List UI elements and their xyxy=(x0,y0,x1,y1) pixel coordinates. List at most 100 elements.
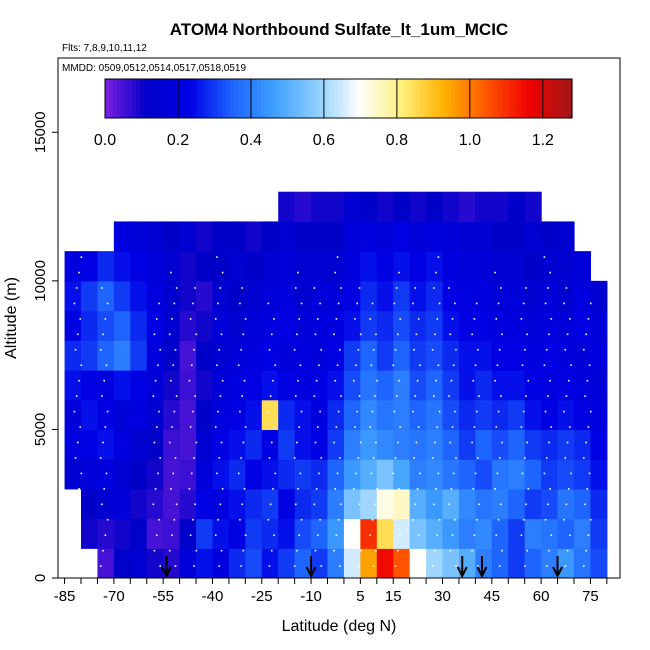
track-point xyxy=(268,348,271,351)
heatmap-cell xyxy=(360,429,378,460)
track-point xyxy=(336,364,339,367)
colorbar-segment xyxy=(556,79,561,118)
track-point xyxy=(356,410,359,413)
track-point xyxy=(357,457,360,459)
track-point xyxy=(398,488,400,490)
track-point xyxy=(371,518,374,521)
colorbar-segment xyxy=(136,79,141,118)
track-point xyxy=(371,302,374,305)
track-point xyxy=(75,503,78,506)
heatmap-cell xyxy=(590,340,608,371)
heatmap-cell xyxy=(590,548,608,578)
track-point xyxy=(376,379,378,382)
heatmap-cell xyxy=(196,280,214,312)
track-point xyxy=(193,565,195,567)
track-point xyxy=(397,333,399,336)
track-point xyxy=(298,534,301,537)
heatmap-cell xyxy=(458,280,476,312)
track-point xyxy=(171,534,173,537)
track-point xyxy=(320,348,323,351)
heatmap-cell xyxy=(212,548,230,578)
colorbar-tick-label: 1.2 xyxy=(532,132,554,149)
heatmap-cell xyxy=(196,429,214,460)
heatmap-cell xyxy=(508,221,526,252)
track-point xyxy=(317,318,319,320)
heatmap-cell xyxy=(491,399,509,431)
heatmap-cell xyxy=(163,310,181,341)
track-point xyxy=(334,488,337,490)
track-point xyxy=(565,503,568,506)
track-point xyxy=(216,256,218,258)
heatmap-cell xyxy=(491,429,509,460)
track-point xyxy=(318,472,320,475)
x-tick-label: 30 xyxy=(434,588,451,605)
track-point xyxy=(524,565,526,567)
heatmap-cell xyxy=(97,310,115,341)
heatmap-cell xyxy=(294,429,312,460)
heatmap-cell xyxy=(113,399,131,431)
track-point xyxy=(438,410,441,413)
heatmap-cell xyxy=(327,518,345,549)
heatmap-cell xyxy=(458,429,476,460)
heatmap-cell xyxy=(393,221,411,252)
track-point xyxy=(173,410,176,413)
track-point xyxy=(78,488,80,490)
track-point xyxy=(548,333,550,336)
heatmap-cell xyxy=(245,488,263,520)
track-point xyxy=(192,410,194,413)
colorbar-segment xyxy=(105,79,110,118)
colorbar-segment xyxy=(396,79,402,118)
track-point xyxy=(395,503,398,506)
track-point xyxy=(293,457,296,459)
track-point xyxy=(357,348,360,351)
colorbar-segment xyxy=(322,79,328,118)
track-point xyxy=(152,503,155,506)
colorbar-segment xyxy=(346,79,351,118)
track-point xyxy=(589,302,592,305)
colorbar-segment xyxy=(451,79,456,118)
track-point xyxy=(78,271,80,274)
x-tick-label: -70 xyxy=(103,588,125,605)
heatmap-cell xyxy=(113,488,131,520)
track-point xyxy=(267,518,270,521)
track-point xyxy=(242,333,245,336)
track-point xyxy=(495,534,498,537)
heatmap-cell xyxy=(508,191,526,223)
track-point xyxy=(525,395,527,397)
track-point xyxy=(315,488,318,490)
heatmap-cell xyxy=(557,221,575,252)
heatmap-cell xyxy=(311,221,329,252)
colorbar-segment xyxy=(272,79,277,118)
heatmap-cell xyxy=(97,251,115,282)
track-point xyxy=(168,333,171,336)
track-point xyxy=(414,503,417,506)
heatmap-cell xyxy=(294,399,312,431)
heatmap-cell xyxy=(508,548,526,578)
track-point xyxy=(414,395,417,397)
heatmap-cell xyxy=(360,191,378,223)
colorbar-segment xyxy=(147,79,153,118)
track-point xyxy=(274,472,277,475)
heatmap-cell xyxy=(228,429,246,460)
track-point xyxy=(544,410,547,413)
track-point xyxy=(358,395,361,397)
track-point xyxy=(336,256,339,258)
heatmap-cell xyxy=(179,459,197,490)
heatmap-cell xyxy=(97,429,115,460)
heatmap-cell xyxy=(97,399,115,431)
heatmap-cell xyxy=(245,251,263,282)
track-point xyxy=(417,318,420,320)
track-point xyxy=(357,565,360,567)
heatmap-cell xyxy=(146,251,164,282)
colorbar-segment xyxy=(478,79,484,118)
track-point xyxy=(566,333,569,336)
colorbar-segment xyxy=(443,79,449,118)
heatmap-cell xyxy=(179,221,197,252)
track-point xyxy=(193,348,195,351)
heatmap-cell xyxy=(278,251,296,282)
colorbar-segment xyxy=(186,79,192,118)
x-tick-label: 5 xyxy=(356,588,364,605)
heatmap-cell xyxy=(541,370,559,401)
track-point xyxy=(77,441,79,444)
track-point xyxy=(319,518,321,521)
